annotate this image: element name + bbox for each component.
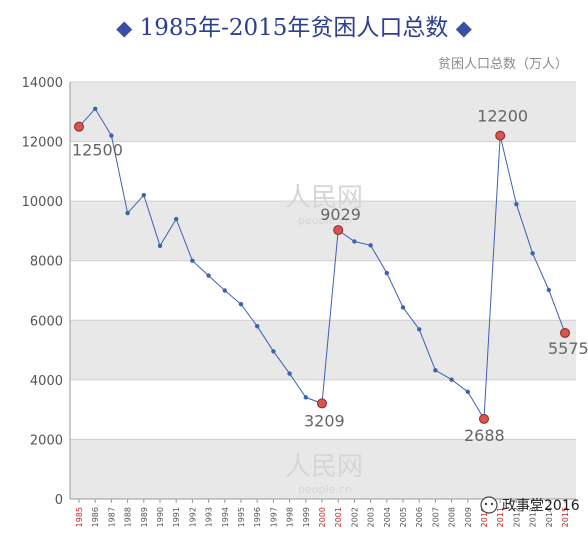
- highlight-point: [74, 121, 84, 132]
- y-tick-label: 6000: [30, 314, 63, 329]
- data-label: 12200: [477, 107, 528, 126]
- x-tick-label: 1991: [172, 507, 181, 527]
- x-tick-label: 1992: [188, 507, 197, 527]
- data-point: [206, 273, 211, 278]
- x-tick-label: 1990: [156, 507, 165, 527]
- x-tick-label: 1999: [302, 507, 311, 527]
- x-tick-label: 1994: [221, 507, 230, 527]
- y-tick-label: 12000: [22, 136, 63, 151]
- y-tick-label: 4000: [30, 374, 63, 389]
- watermark-brand-2: 人民网: [285, 452, 363, 482]
- x-tick-label: 2010: [480, 507, 489, 527]
- data-label: 2688: [464, 426, 505, 445]
- x-tick-label: 2015: [561, 507, 570, 527]
- x-tick-label: 2009: [464, 507, 473, 527]
- data-point: [530, 251, 535, 256]
- highlight-point: [560, 327, 570, 338]
- data-point: [400, 305, 406, 310]
- data-label: 9029: [320, 205, 361, 224]
- data-point: [222, 288, 227, 293]
- x-tick-label: 1995: [237, 507, 246, 527]
- data-point: [238, 302, 244, 307]
- data-point: [141, 192, 146, 198]
- x-tick-label: 1985: [75, 507, 84, 527]
- x-tick-label: 1998: [286, 507, 295, 527]
- data-point: [368, 243, 373, 248]
- data-point: [384, 270, 389, 276]
- y-tick-label: 8000: [30, 255, 63, 270]
- x-tick-label: 2006: [415, 507, 424, 527]
- highlight-point: [333, 225, 344, 236]
- x-tick-label: 2008: [448, 507, 457, 527]
- data-point: [287, 371, 292, 376]
- x-tick-label: 1989: [140, 507, 149, 527]
- x-tick-label: 1988: [124, 507, 133, 527]
- grid-band: [70, 201, 576, 261]
- data-point: [157, 243, 163, 249]
- x-tick-label: 1993: [205, 507, 214, 527]
- x-tick-label: 2000: [318, 507, 327, 527]
- wechat-watermark: 政事堂2016: [480, 496, 580, 514]
- data-point: [190, 258, 195, 263]
- data-point: [465, 389, 470, 395]
- highlight-point: [317, 398, 327, 409]
- data-point: [174, 216, 179, 222]
- watermark-site: people.cn: [298, 214, 352, 227]
- background-bands: [70, 82, 576, 499]
- x-tick-label: 1996: [253, 507, 262, 527]
- grid-band: [70, 320, 576, 380]
- data-point: [417, 327, 422, 332]
- x-tick-label: 2014: [545, 507, 554, 527]
- data-point: [93, 106, 98, 112]
- data-point: [352, 239, 357, 244]
- data-point: [546, 287, 551, 293]
- data-point: [125, 210, 130, 216]
- data-label: 5575: [548, 339, 588, 358]
- y-tick-label: 2000: [30, 433, 63, 448]
- highlight-point: [495, 130, 506, 141]
- x-tick-label: 2002: [350, 507, 359, 527]
- x-tick-label: 2007: [431, 507, 440, 527]
- data-point: [433, 368, 438, 373]
- title-diamond-right: ◆: [455, 16, 472, 40]
- unit-label: 贫困人口总数（万人）: [437, 57, 568, 72]
- y-tick-label: 0: [55, 493, 63, 508]
- grid-band: [70, 439, 576, 499]
- y-tick-label: 10000: [22, 195, 63, 210]
- x-tick-label: 2012: [512, 507, 521, 527]
- data-point: [303, 395, 308, 400]
- x-tick-label: 2005: [399, 507, 408, 527]
- data-label: 3209: [304, 411, 345, 430]
- data-label: 12500: [72, 141, 123, 160]
- x-tick-label: 1987: [107, 507, 116, 527]
- x-tick-label: 2013: [529, 507, 538, 527]
- chart-title: ◆ 1985年-2015年贫困人口总数 ◆: [0, 8, 588, 42]
- data-point: [449, 377, 454, 382]
- y-tick-label: 14000: [22, 76, 63, 91]
- x-tick-label: 1986: [91, 507, 100, 527]
- x-tick-label: 2003: [367, 507, 376, 527]
- grid-band: [70, 82, 576, 142]
- highlight-point: [479, 413, 489, 424]
- x-tick-label: 1997: [269, 507, 278, 527]
- x-tick-label: 2004: [383, 507, 392, 527]
- data-labels: 12500 3209 9029 2688 12200 5575: [72, 107, 588, 445]
- wechat-icon: [480, 496, 498, 514]
- data-point: [109, 133, 114, 138]
- x-tick-label: 2001: [334, 507, 343, 527]
- watermark: 人民网 people.cn 人民网 people.cn: [285, 183, 363, 496]
- data-point: [271, 349, 276, 354]
- title-diamond-left: ◆: [116, 16, 133, 40]
- x-tick-label: 2011: [496, 507, 505, 527]
- data-point: [514, 201, 519, 207]
- watermark-brand: 人民网: [285, 183, 363, 213]
- data-point: [255, 324, 260, 329]
- watermark-site-2: people.cn: [298, 483, 352, 496]
- wechat-label: 政事堂2016: [502, 498, 580, 514]
- title-text: 1985年-2015年贫困人口总数: [139, 15, 449, 41]
